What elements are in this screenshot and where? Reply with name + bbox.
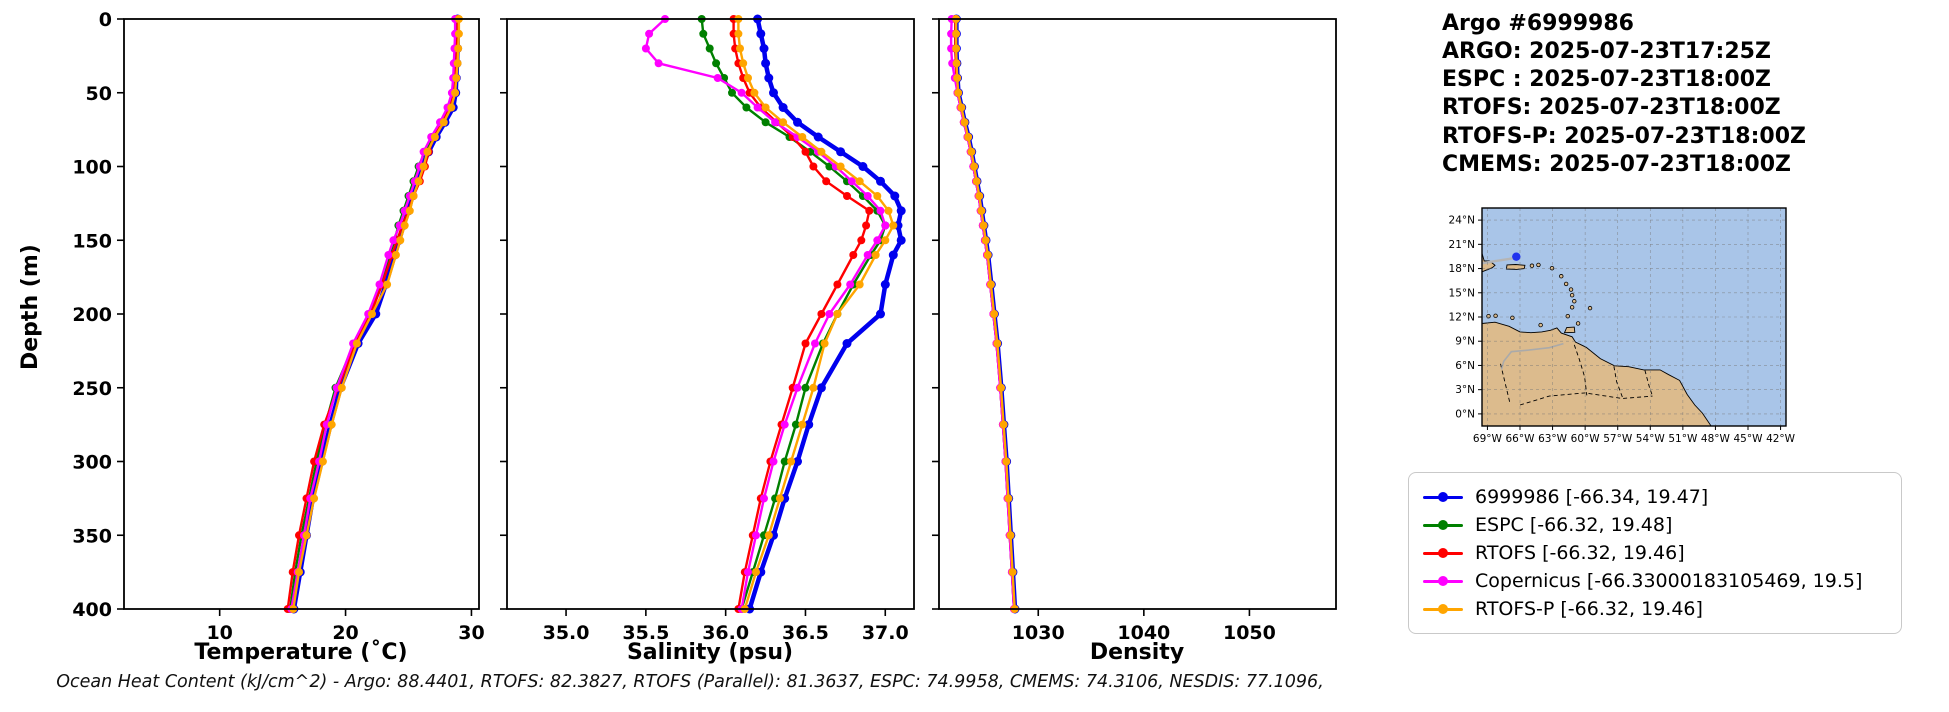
legend-label: RTOFS-P [-66.32, 19.46]: [1475, 598, 1703, 620]
svg-text:35.5: 35.5: [622, 622, 669, 644]
svg-text:150: 150: [72, 230, 112, 252]
svg-text:24°N: 24°N: [1449, 215, 1475, 227]
svg-text:63°W: 63°W: [1538, 433, 1568, 445]
svg-text:1040: 1040: [1117, 622, 1170, 644]
svg-text:1050: 1050: [1223, 622, 1276, 644]
svg-text:66°W: 66°W: [1506, 433, 1536, 445]
svg-text:18°N: 18°N: [1449, 263, 1475, 275]
legend-marker-icon: [1423, 492, 1463, 502]
svg-text:1030: 1030: [1012, 622, 1065, 644]
espc-time-line: ESPC : 2025-07-23T18:00Z: [1442, 67, 1771, 93]
title-block: Argo #6999986 ARGO: 2025-07-23T17:25Z ES…: [1442, 10, 1806, 179]
svg-text:45°W: 45°W: [1734, 433, 1764, 445]
svg-text:0°N: 0°N: [1455, 408, 1475, 420]
legend-marker-icon: [1423, 548, 1463, 558]
svg-text:12°N: 12°N: [1449, 312, 1475, 324]
legend-marker-icon: [1423, 520, 1463, 530]
legend-label: Copernicus [-66.33000183105469, 19.5]: [1475, 570, 1863, 592]
cmems-time-line: CMEMS: 2025-07-23T18:00Z: [1442, 151, 1791, 177]
svg-text:57°W: 57°W: [1603, 433, 1633, 445]
svg-text:250: 250: [72, 378, 112, 400]
x-axis-label-temperature: Temperature (˚C): [194, 640, 408, 665]
svg-text:300: 300: [72, 452, 112, 474]
svg-text:0: 0: [99, 9, 112, 31]
svg-text:37.0: 37.0: [862, 622, 909, 644]
panel-1: 35.0 35.5 36.0 36.5 37.0: [500, 14, 915, 644]
rtofsp-time-line: RTOFS-P: 2025-07-23T18:00Z: [1442, 123, 1806, 149]
svg-text:48°W: 48°W: [1701, 433, 1731, 445]
svg-text:60°W: 60°W: [1571, 433, 1601, 445]
legend: 6999986 [-66.34, 19.47] ESPC [-66.32, 19.…: [1408, 472, 1902, 634]
svg-text:69°W: 69°W: [1473, 433, 1503, 445]
rtofs-time-line: RTOFS: 2025-07-23T18:00Z: [1442, 95, 1781, 121]
svg-text:36.5: 36.5: [782, 622, 829, 644]
svg-text:20: 20: [332, 622, 358, 644]
svg-text:35.0: 35.0: [543, 622, 590, 644]
argo-time-line: ARGO: 2025-07-23T17:25Z: [1442, 39, 1771, 65]
svg-text:51°W: 51°W: [1668, 433, 1698, 445]
legend-label: 6999986 [-66.34, 19.47]: [1475, 486, 1709, 508]
legend-label: RTOFS [-66.32, 19.46]: [1475, 542, 1685, 564]
svg-text:9°N: 9°N: [1455, 336, 1475, 348]
svg-text:350: 350: [72, 525, 112, 547]
x-axis-label-density: Density: [1089, 640, 1185, 665]
svg-text:42°W: 42°W: [1766, 433, 1796, 445]
svg-text:100: 100: [72, 157, 112, 179]
float-location-marker: [1512, 252, 1521, 261]
svg-text:200: 200: [72, 304, 112, 326]
svg-text:21°N: 21°N: [1449, 239, 1475, 251]
svg-text:30: 30: [458, 622, 484, 644]
svg-text:10: 10: [206, 622, 232, 644]
legend-item: RTOFS-P [-66.32, 19.46]: [1423, 595, 1887, 623]
location-map: 0°N 3°N 6°N 9°N 12°N 15°N 18°N 21°N 24°N 69°W 66°W…: [1449, 207, 1796, 445]
svg-text:15°N: 15°N: [1449, 287, 1475, 299]
svg-text:50: 50: [86, 83, 112, 105]
svg-text:36.0: 36.0: [702, 622, 749, 644]
depth-axis-label: Depth (m): [18, 244, 43, 370]
legend-marker-icon: [1423, 604, 1463, 614]
svg-text:400: 400: [72, 599, 112, 621]
legend-item: RTOFS [-66.32, 19.46]: [1423, 539, 1887, 567]
legend-item: ESPC [-66.32, 19.48]: [1423, 511, 1887, 539]
svg-text:3°N: 3°N: [1455, 384, 1475, 396]
legend-item: 6999986 [-66.34, 19.47]: [1423, 483, 1887, 511]
ohc-caption: Ocean Heat Content (kJ/cm^2) - Argo: 88.…: [56, 672, 1324, 692]
argo-id-line: Argo #6999986: [1442, 11, 1634, 36]
legend-label: ESPC [-66.32, 19.48]: [1475, 514, 1673, 536]
legend-marker-icon: [1423, 576, 1463, 586]
x-axis-label-salinity: Salinity (psu): [626, 640, 794, 665]
legend-list: 6999986 [-66.34, 19.47] ESPC [-66.32, 19.…: [1423, 483, 1887, 623]
svg-text:54°W: 54°W: [1636, 433, 1666, 445]
svg-text:6°N: 6°N: [1455, 360, 1475, 372]
legend-item: Copernicus [-66.33000183105469, 19.5]: [1423, 567, 1887, 595]
panel-2: 1030 1040 1050: [932, 14, 1337, 644]
